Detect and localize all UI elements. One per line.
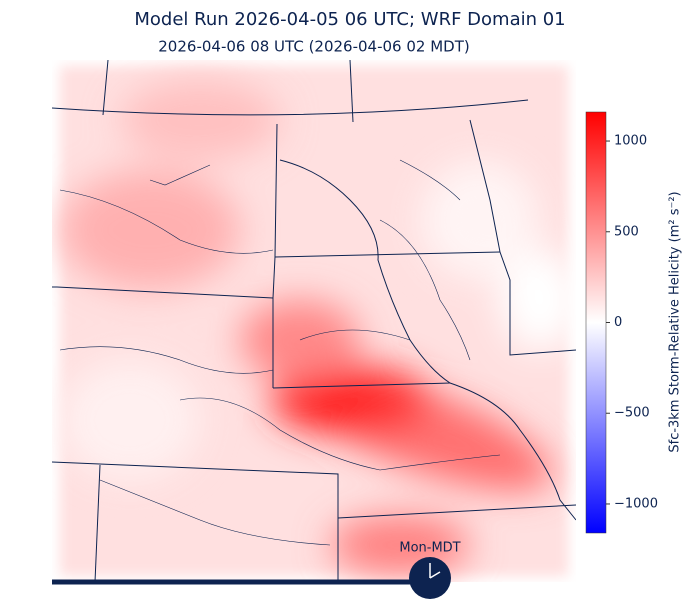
colorbar-tick-label: 500 (614, 224, 639, 239)
colorbar (585, 111, 607, 534)
colorbar-tick-label: 1000 (614, 134, 647, 149)
colorbar-tick-label: 0 (614, 315, 622, 330)
title: Model Run 2026-04-05 06 UTC; WRF Domain … (134, 9, 565, 30)
colorbar-tick-label: −500 (614, 406, 650, 421)
colorbar-label: Sfc-3km Storm-Relative Helicity (m² s⁻²) (668, 191, 683, 452)
subtitle: 2026-04-06 08 UTC (2026-04-06 02 MDT) (158, 38, 469, 56)
colorbar-tick-label: −1000 (614, 496, 658, 511)
clock-label: Mon-MDT (399, 541, 460, 556)
map (52, 60, 576, 582)
